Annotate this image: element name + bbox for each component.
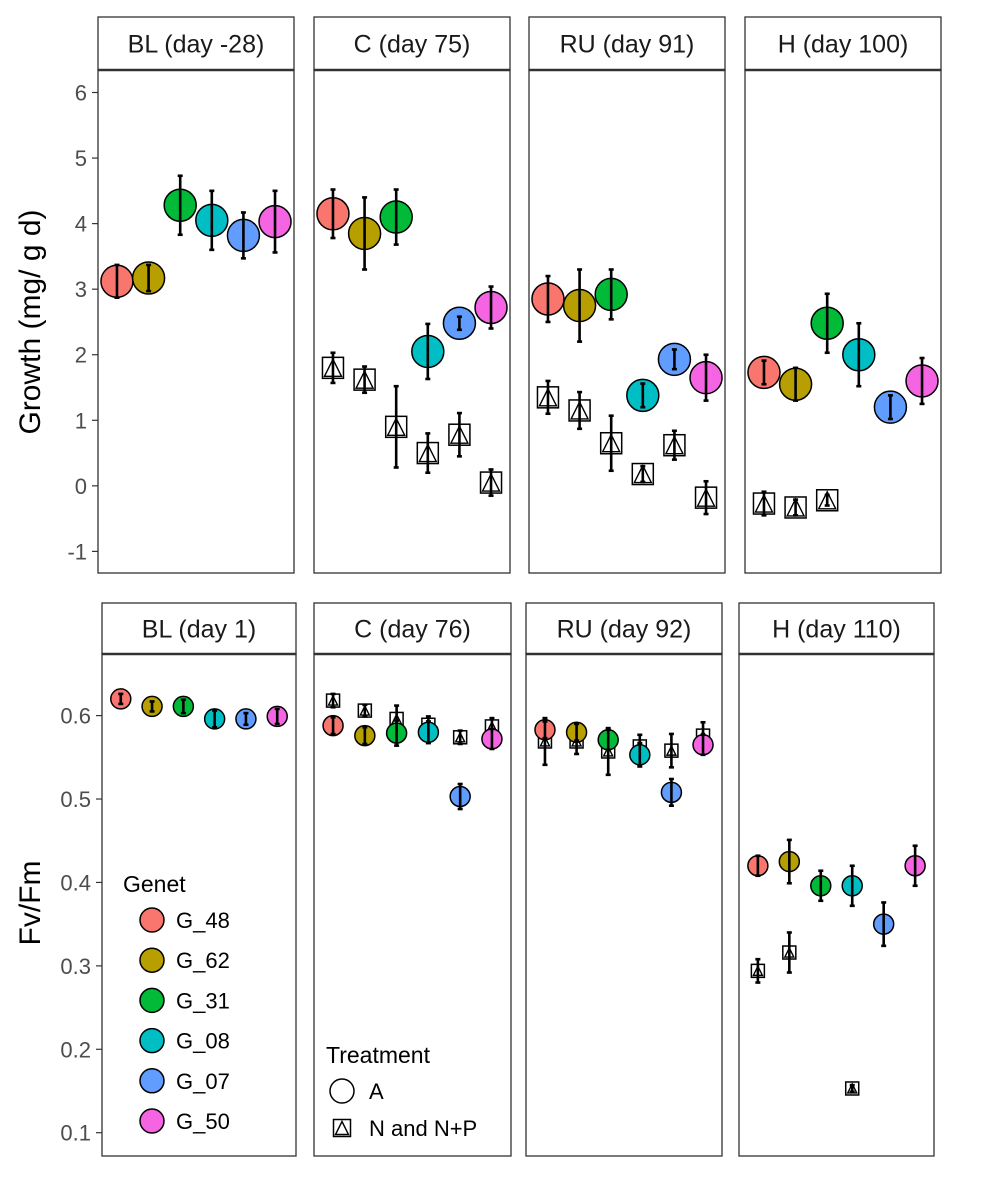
treatment-legend-title: Treatment — [326, 1042, 431, 1068]
facet-panel — [313, 653, 512, 1157]
y-tick-label: 6 — [75, 81, 87, 106]
facet-strip — [738, 602, 935, 655]
legend-key-G_50 — [139, 1108, 165, 1134]
legend-key-treatment-N-triangle — [334, 1119, 350, 1136]
genet-legend-title: Genet — [123, 871, 186, 897]
y-tick-label: 0.1 — [60, 1121, 91, 1146]
y-tick-label: 2 — [75, 343, 87, 368]
facet-panel — [744, 69, 942, 574]
legend-label-G_48: G_48 — [176, 908, 230, 933]
facet-strip-label: C (day 75) — [354, 31, 471, 59]
facet-strip-label: BL (day 1) — [142, 616, 256, 644]
data-marks — [100, 174, 939, 1096]
legend-key-G_31 — [139, 987, 165, 1014]
facet-panel — [738, 653, 935, 1157]
facet-panel — [525, 653, 723, 1157]
facet-strip-label: C (day 76) — [354, 616, 471, 644]
legend-key-G_08 — [139, 1027, 165, 1054]
facet-strip — [313, 602, 512, 655]
facet-strip-label: RU (day 91) — [560, 31, 695, 59]
facet-panel — [101, 653, 297, 1157]
legend-key-G_48 — [139, 907, 165, 933]
legend-label-G_08: G_08 — [176, 1029, 230, 1054]
facet-strip-label: BL (day -28) — [128, 31, 265, 59]
facet-panel — [313, 69, 511, 574]
y-tick-label: 0.5 — [60, 787, 91, 812]
facet-strip — [313, 16, 511, 71]
facet-strip — [525, 602, 723, 655]
legend-label-G_50: G_50 — [176, 1109, 230, 1134]
axes: -1 0 1 2 3 4 5 6 0.1 0.2 0.3 0.4 0.5 0.6 — [60, 81, 102, 1146]
y-axis-title-growth: Growth (mg/ g d) — [14, 209, 47, 434]
legend-key-treatment-A — [329, 1078, 355, 1104]
y-tick-label: 4 — [75, 212, 87, 237]
legend-label-G_62: G_62 — [176, 948, 230, 973]
facet-strip-label: H (day 110) — [772, 616, 901, 644]
legend-label-treatment-N: N and N+P — [369, 1116, 477, 1141]
legend-key-treatment-N — [332, 1118, 352, 1138]
facet-strip — [528, 16, 726, 71]
facet-panel — [97, 69, 295, 574]
y-tick-label: 0.4 — [60, 870, 91, 895]
point-N-triangle-G_31 — [817, 490, 837, 510]
legend-label-G_07: G_07 — [176, 1069, 230, 1094]
y-tick-label: 0.2 — [60, 1037, 91, 1062]
y-tick-label: 3 — [75, 277, 87, 302]
facet-strip — [101, 602, 297, 655]
panel-frames: BL (day -28) C (day 75) RU (day 91) H (day … — [97, 16, 942, 1157]
legend-label-G_31: G_31 — [176, 988, 230, 1013]
y-tick-label: 0.3 — [60, 954, 91, 979]
legend-key-G_07 — [139, 1068, 165, 1094]
legend-label-treatment-A: A — [369, 1079, 384, 1104]
facet-panel — [528, 69, 726, 574]
y-tick-label: 5 — [75, 146, 87, 171]
facet-strip-label: RU (day 92) — [557, 616, 692, 644]
y-tick-label: -1 — [67, 539, 87, 564]
facet-strip — [97, 16, 295, 71]
facet-strip-label: H (day 100) — [778, 31, 909, 59]
y-tick-label: 0.6 — [60, 704, 91, 729]
y-tick-label: 0 — [75, 474, 87, 499]
y-tick-label: 1 — [75, 408, 87, 433]
legend-key-G_62 — [139, 947, 165, 973]
y-axis-title-fvfm: Fv/Fm — [14, 861, 47, 946]
legends: Genet Treatment G_48 G_62 G_31 G_08 G_07 G_50… — [123, 871, 477, 1141]
